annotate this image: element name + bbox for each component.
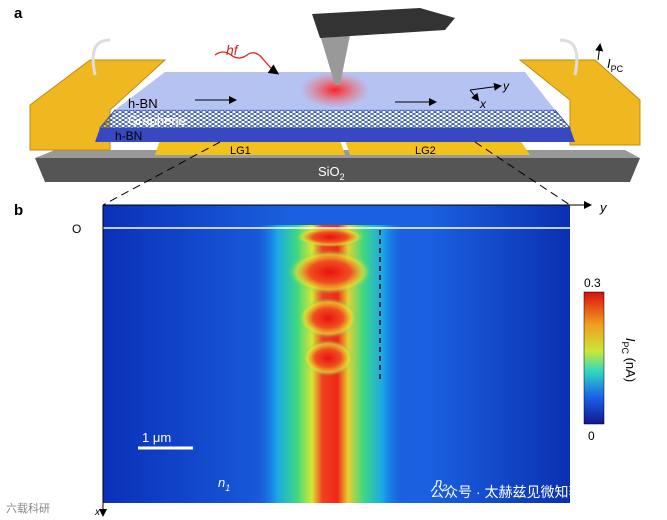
substrate-label: SiO2 xyxy=(318,164,345,182)
colorbar-max: 0.3 xyxy=(584,276,601,290)
watermark: 六载科研 xyxy=(6,501,50,515)
projection xyxy=(474,141,571,206)
layer-label: h-BN xyxy=(115,129,142,143)
hot-spot xyxy=(288,250,372,294)
bottom-hbn xyxy=(95,128,575,142)
region-label: n1 xyxy=(218,475,230,493)
hot-spot xyxy=(295,227,365,247)
scale-label: 1 μm xyxy=(142,430,171,445)
current-label: IPC xyxy=(607,56,624,74)
panel-label: b xyxy=(14,202,23,219)
hot-spot xyxy=(298,298,358,338)
axis-label: y xyxy=(599,200,608,215)
device-schematic xyxy=(29,8,641,206)
colorbar-title: IPC (nA) xyxy=(620,338,638,382)
layer-label: Graphene xyxy=(128,113,186,128)
wire xyxy=(91,38,111,76)
panel-label: a xyxy=(14,5,23,22)
layer-label: h-BN xyxy=(128,96,158,111)
origin-label: O xyxy=(72,222,81,236)
tip xyxy=(320,35,350,85)
axis-label: x xyxy=(479,97,487,111)
contact xyxy=(29,59,167,151)
heatmap xyxy=(103,205,570,503)
hot-spot xyxy=(302,340,354,376)
contact xyxy=(518,59,641,146)
gate-label: LG1 xyxy=(230,145,251,157)
axis-label: y xyxy=(502,79,510,93)
colorbar-min: 0 xyxy=(588,429,595,443)
region-label: n2 xyxy=(435,475,447,493)
gate-label: LG2 xyxy=(415,145,436,157)
light-spot xyxy=(300,72,370,108)
arrow xyxy=(595,43,604,61)
substrate xyxy=(35,158,640,182)
axis-label: x xyxy=(94,507,101,518)
arrow xyxy=(469,89,480,102)
radiation xyxy=(214,51,280,75)
arrow xyxy=(469,82,502,91)
watermark: 公众号 · 太赫兹见微知著 xyxy=(430,484,582,500)
gate xyxy=(345,140,530,155)
hf-label: hf xyxy=(226,42,240,58)
colorbar xyxy=(583,291,605,425)
wire xyxy=(559,38,579,76)
projection xyxy=(102,141,221,206)
cantilever xyxy=(312,8,455,38)
